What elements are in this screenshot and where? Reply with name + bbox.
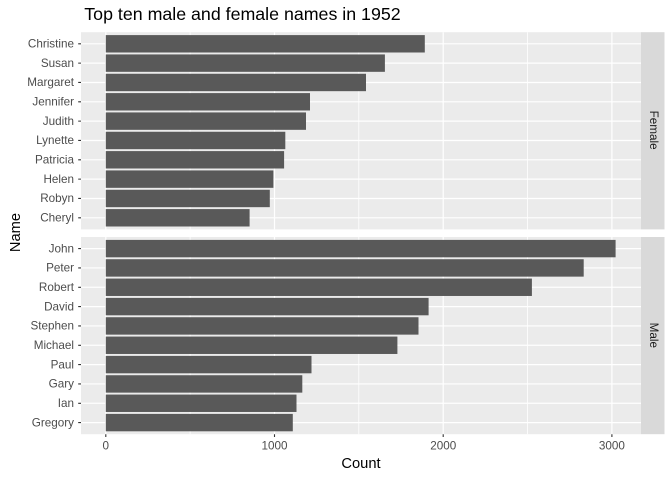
svg-text:Peter: Peter <box>46 262 74 275</box>
svg-text:Lynette: Lynette <box>36 134 74 147</box>
svg-text:Top ten male and female names: Top ten male and female names in 1952 <box>84 4 400 24</box>
svg-text:Male: Male <box>647 323 660 348</box>
svg-text:1000: 1000 <box>261 440 288 453</box>
svg-text:Robyn: Robyn <box>40 192 74 205</box>
svg-text:Margaret: Margaret <box>27 76 75 89</box>
svg-text:Ian: Ian <box>58 397 74 410</box>
svg-text:Helen: Helen <box>43 173 74 186</box>
svg-text:Count: Count <box>341 456 380 472</box>
svg-text:David: David <box>44 300 74 313</box>
svg-text:Cheryl: Cheryl <box>40 212 74 225</box>
svg-text:Jennifer: Jennifer <box>32 96 74 109</box>
svg-text:John: John <box>49 242 74 255</box>
svg-text:Susan: Susan <box>41 57 74 70</box>
svg-text:Michael: Michael <box>34 339 74 352</box>
svg-text:0: 0 <box>103 440 110 453</box>
svg-text:Paul: Paul <box>51 358 74 371</box>
svg-text:2000: 2000 <box>430 440 457 453</box>
svg-text:Gregory: Gregory <box>32 416 74 429</box>
svg-text:Robert: Robert <box>39 281 75 294</box>
svg-text:Name: Name <box>8 213 24 252</box>
svg-text:Female: Female <box>647 111 660 150</box>
svg-text:Patricia: Patricia <box>35 154 74 167</box>
svg-text:Gary: Gary <box>49 378 74 391</box>
svg-text:Judith: Judith <box>43 115 74 128</box>
svg-text:Christine: Christine <box>28 38 74 51</box>
svg-text:Stephen: Stephen <box>30 320 74 333</box>
svg-text:3000: 3000 <box>599 440 626 453</box>
